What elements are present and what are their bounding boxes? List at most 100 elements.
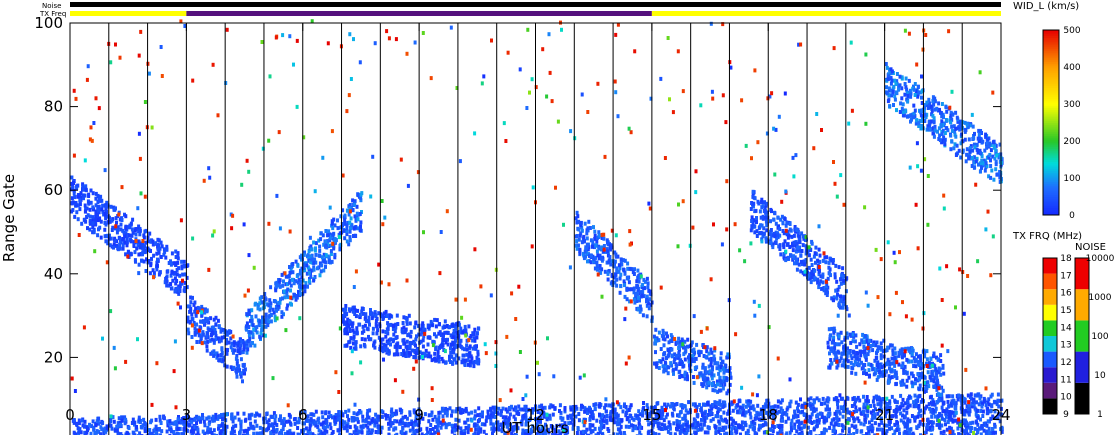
data-cell [691,425,695,430]
data-cell [660,405,664,410]
data-cell [586,228,590,233]
data-cell [197,415,201,420]
data-cell [687,400,691,405]
data-cell [461,353,465,358]
data-cell [224,428,228,433]
data-cell [675,419,679,424]
data-cell [783,239,787,244]
data-cell [208,429,212,434]
data-cell [256,306,260,311]
data-cell [370,418,374,423]
data-cell [420,351,424,356]
data-cell [284,282,288,287]
data-cell [711,365,714,370]
data-cell [441,338,445,342]
data-cell [945,427,949,432]
data-cell [580,225,584,230]
data-cell [216,416,220,421]
data-cell [227,329,231,334]
data-cell [344,328,348,333]
data-cell [847,417,851,422]
data-cell [238,368,242,373]
data-cell [714,400,718,405]
data-cell [258,319,262,324]
data-cell [591,416,595,421]
data-cell [367,334,370,339]
data-cell [780,415,784,419]
data-cell [138,245,142,250]
data-cell [183,424,187,429]
data-cell [490,411,494,416]
data-cell [401,421,405,426]
data-cell [119,432,123,435]
data-cell [182,421,186,426]
data-cell [352,305,356,310]
data-cell [589,414,592,419]
data-cell [345,232,349,237]
data-cell [346,317,350,322]
data-cell [356,217,360,222]
data-cell [712,357,716,362]
data-cell [772,415,775,420]
data-cell [221,328,225,332]
data-cell [455,407,459,412]
data-cell [888,401,892,406]
data-cell [683,414,687,419]
data-cell [182,259,186,264]
data-cell [473,414,477,419]
data-cell [619,405,623,410]
data-cell [269,423,273,428]
data-cell [721,366,725,371]
data-cell [701,413,704,418]
data-cell [867,428,871,433]
data-cell [973,406,977,411]
data-cell [636,289,640,294]
data-cell [601,433,604,435]
data-cell [414,422,418,427]
data-cell [121,415,125,420]
data-cell [579,223,583,228]
data-cell [963,423,967,428]
data-cell [131,417,135,422]
data-cell [409,422,413,426]
data-cell [348,329,352,333]
data-cell [116,421,120,426]
data-cell [288,428,292,433]
data-cell [946,420,950,425]
data-cell [748,424,752,429]
data-cell [670,339,674,343]
data-cell [888,406,892,410]
data-cell [836,405,840,410]
data-cell [708,369,712,374]
data-cell [108,233,111,238]
data-cell [120,418,124,423]
data-cell [295,420,299,425]
data-cell [175,272,179,277]
data-cell [296,263,300,268]
data-cell [210,337,214,342]
data-cell [980,404,984,409]
data-cell [876,411,880,416]
data-cell [586,411,589,415]
data-cell [108,215,111,220]
data-cell [183,289,187,294]
data-cell [770,233,774,238]
data-cell [277,417,281,422]
data-cell [897,427,901,432]
data-cell [986,419,990,424]
data-cell [975,420,979,425]
data-cell [167,283,171,288]
data-cell [120,218,124,222]
data-cell [276,306,280,311]
data-cell [892,432,896,435]
data-cell [701,362,705,367]
data-cell [403,329,407,334]
data-cell [915,425,919,430]
data-cell [795,419,799,424]
data-cell [979,417,982,422]
data-cell [540,428,544,433]
data-cell [934,414,937,419]
data-cell [737,423,741,428]
data-cell [361,307,365,311]
data-cell [599,270,603,275]
